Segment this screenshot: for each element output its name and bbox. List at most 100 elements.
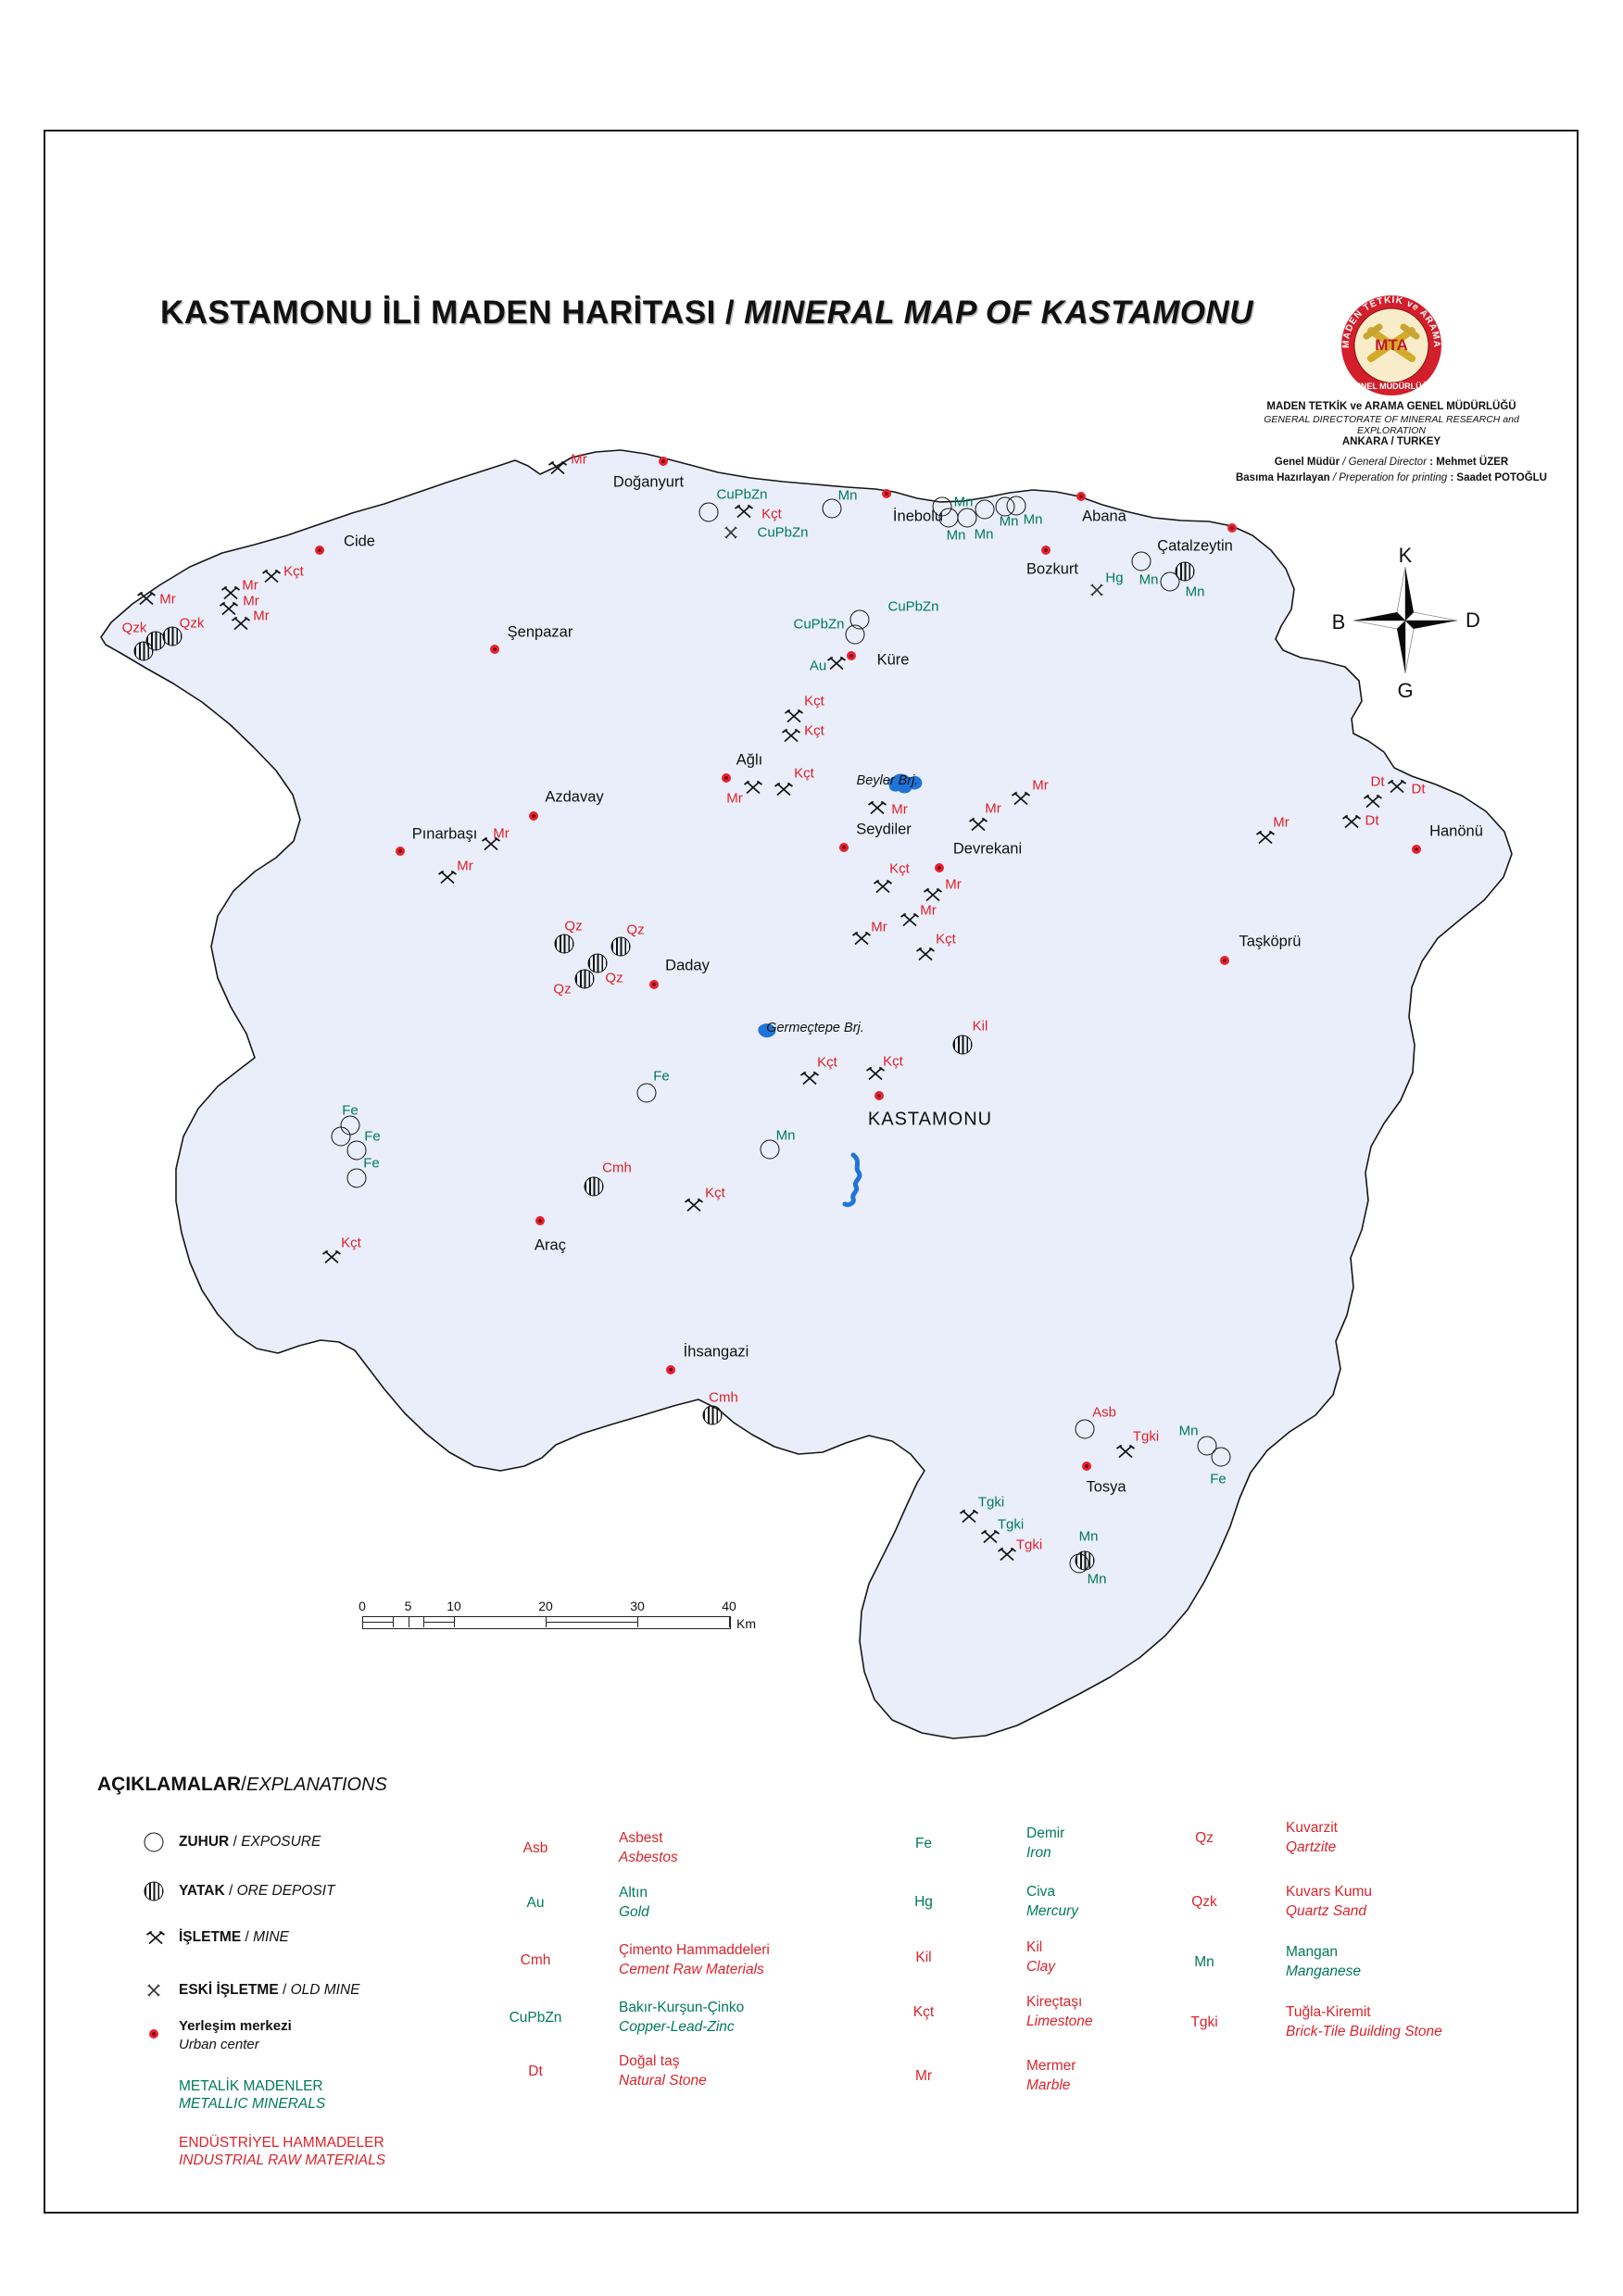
town-label: Küre xyxy=(876,651,910,669)
town-label: Çatalzeytin xyxy=(1157,537,1233,555)
town-dot xyxy=(874,1091,884,1100)
town-label: İnebolu xyxy=(892,508,944,525)
deposit-marker xyxy=(952,1035,973,1055)
exposure-marker xyxy=(845,624,865,645)
mineral-code-label: Mr xyxy=(253,608,270,624)
mine-marker xyxy=(1387,779,1407,794)
mine-marker xyxy=(900,912,920,927)
mineral-code: Mn xyxy=(1194,1954,1214,1970)
mineral-code-label: Dt xyxy=(1365,812,1379,829)
legend-urban-center-label: Yerleşim merkezi Urban center xyxy=(179,2018,292,2052)
legend-mine-icon xyxy=(145,1930,166,1945)
mine-icon xyxy=(851,931,872,949)
agency-name-en: GENERAL DIRECTORATE OF MINERAL RESEARCH … xyxy=(1264,413,1519,436)
legend-exposure-icon xyxy=(144,1832,164,1852)
urban-center-icon xyxy=(529,811,538,821)
oldmine-marker xyxy=(724,526,737,539)
mineral-name: Mermer Marble xyxy=(1026,2058,1076,2093)
mine-marker xyxy=(219,601,239,616)
mineral-code-label: CuPbZn xyxy=(887,598,939,615)
mineral-name: Kireçtaşı Limestone xyxy=(1026,1994,1093,2029)
town-label: Şenpazar xyxy=(507,623,573,641)
exposure-marker xyxy=(331,1126,351,1147)
town-label: Taşköprü xyxy=(1239,933,1302,950)
ore-deposit-icon xyxy=(610,936,631,957)
agency-city: ANKARA / TURKEY xyxy=(1341,436,1441,448)
mine-icon xyxy=(781,728,801,747)
mine-icon xyxy=(481,836,501,855)
mineral-code: CuPbZn xyxy=(509,2010,562,2026)
compass-south-label: G xyxy=(1397,679,1414,702)
deposit-marker xyxy=(702,1405,723,1425)
mineral-name: Asbest Asbestos xyxy=(619,1830,678,1865)
mine-icon xyxy=(923,887,943,906)
old-mine-icon xyxy=(1090,583,1103,600)
town-label: Araç xyxy=(535,1236,566,1254)
mineral-code-label: Mr xyxy=(159,591,176,608)
exposure-marker xyxy=(760,1139,780,1160)
mineral-code-label: Mr xyxy=(945,876,962,893)
river xyxy=(842,1152,862,1208)
scale-tick xyxy=(637,1616,638,1627)
mineral-code-label: Mn xyxy=(1139,571,1159,588)
mineral-code-label: Mn xyxy=(1023,511,1043,528)
mineral-code-label: Mr xyxy=(571,451,587,468)
mineral-code-label: Fe xyxy=(1210,1471,1227,1487)
mineral-code: Dt xyxy=(528,2064,543,2079)
ore-deposit-icon xyxy=(1175,561,1195,582)
scale-subtick xyxy=(392,1616,394,1627)
town-dot xyxy=(1227,523,1237,533)
scale-tick-label: 0 xyxy=(359,1599,366,1613)
mineral-code-label: Kil xyxy=(972,1018,988,1035)
exposure-icon xyxy=(760,1139,780,1160)
mineral-code-label: Mr xyxy=(1273,814,1290,831)
mineral-code-label: Fe xyxy=(363,1155,380,1172)
exposure-marker xyxy=(975,499,995,520)
mineral-name: Altın Gold xyxy=(619,1885,649,1920)
mineral-code: Cmh xyxy=(520,1952,551,1968)
mineral-code-label: Kçt xyxy=(804,722,824,739)
legend-oldmine-icon xyxy=(147,1984,160,1997)
mineral-code-label: Mn xyxy=(1087,1571,1107,1587)
urban-center-icon xyxy=(1220,956,1229,965)
mine-marker xyxy=(1363,794,1383,809)
scale-tick-label: 40 xyxy=(722,1599,736,1613)
mine-marker xyxy=(968,817,988,832)
legend-symbol-label: İŞLETME / MINE xyxy=(179,1929,289,1945)
exposure-icon xyxy=(346,1168,367,1188)
town-label: KASTAMONU xyxy=(867,1109,993,1130)
preparer-line: Basıma Hazırlayan / Preperation for prin… xyxy=(1235,472,1547,484)
mineral-code-label: Asb xyxy=(1092,1404,1116,1421)
ore-deposit-icon xyxy=(554,934,574,954)
town-dot xyxy=(396,847,405,856)
town-label: Bozkurt xyxy=(1026,560,1078,578)
mineral-code-label: Tgki xyxy=(997,1516,1025,1533)
exposure-marker xyxy=(636,1083,657,1103)
mineral-code-label: Mn xyxy=(999,513,1019,530)
mineral-code: Hg xyxy=(914,1894,933,1910)
mine-marker xyxy=(547,460,568,475)
scale-tick xyxy=(454,1616,455,1627)
town-dot xyxy=(1041,546,1051,555)
director-line: Genel Müdür / General Director : Mehmet … xyxy=(1274,456,1509,468)
mine-icon xyxy=(867,800,887,819)
mineral-code-label: Mr xyxy=(457,858,473,874)
mineral-code-label: Tgki xyxy=(1132,1428,1160,1445)
legend-category-label: ENDÜSTRİYEL HAMMADELER INDUSTRIAL RAW MAT… xyxy=(179,2135,386,2169)
mine-icon xyxy=(915,947,936,965)
mineral-code: Mr xyxy=(914,2068,933,2084)
lake-label: Germeçtepe Brj. xyxy=(766,1021,864,1035)
ore-deposit-icon xyxy=(584,1176,604,1197)
agency-block: MADEN TETKİK ve ARAMA GENEL MÜDÜRLÜĞÜ GE… xyxy=(1232,401,1551,485)
mineral-code-label: Mn xyxy=(1178,1423,1199,1439)
mine-icon xyxy=(437,870,458,888)
mineral-code-label: Qz xyxy=(626,922,645,938)
deposit-marker xyxy=(1175,561,1195,582)
mineral-name: Tuğla-Kiremit Brick-Tile Building Stone xyxy=(1286,2004,1442,2039)
mineral-code-label: Mr xyxy=(871,919,887,935)
mine-marker xyxy=(437,870,458,888)
mineral-name: Civa Mercury xyxy=(1026,1884,1078,1919)
exposure-icon xyxy=(346,1140,367,1161)
urban-center-icon xyxy=(490,645,499,654)
mine-icon xyxy=(231,616,251,634)
